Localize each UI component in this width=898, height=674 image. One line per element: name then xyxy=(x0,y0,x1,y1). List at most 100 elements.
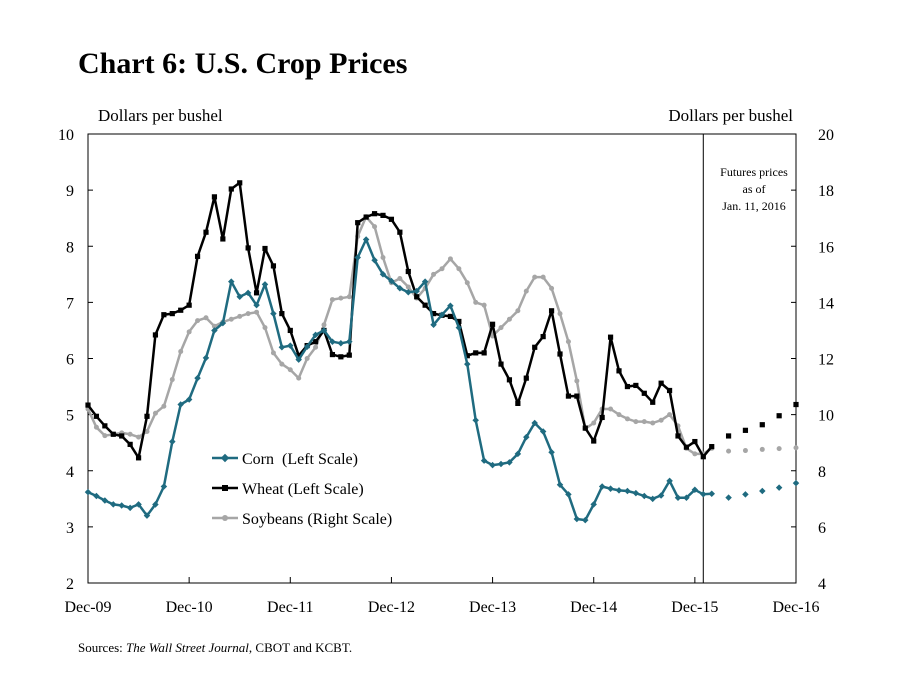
soybeans-futures-point xyxy=(793,445,799,451)
wheat-point xyxy=(464,353,470,359)
right-tick-label: 16 xyxy=(818,239,834,256)
wheat-point xyxy=(624,383,631,390)
wheat-point xyxy=(523,375,529,381)
soybeans-point xyxy=(127,431,133,437)
series-layer xyxy=(84,180,800,524)
soybeans-point xyxy=(203,315,209,321)
soybeans-point xyxy=(692,451,698,457)
futures-note-line-2: as of xyxy=(743,182,766,196)
wheat-point xyxy=(506,377,513,383)
soybeans-point xyxy=(102,433,108,439)
corn-point xyxy=(615,487,623,494)
wheat-point xyxy=(338,354,344,360)
wheat-point xyxy=(102,423,108,429)
corn-point xyxy=(674,494,682,501)
wheat-point xyxy=(388,216,395,222)
soybeans-point xyxy=(405,284,411,290)
soybeans-point xyxy=(616,412,622,418)
wheat-point xyxy=(532,344,538,350)
wheat-point xyxy=(557,351,563,357)
wheat-point xyxy=(355,220,361,226)
wheat-futures-point xyxy=(742,427,749,433)
corn-point xyxy=(405,289,412,296)
wheat-point xyxy=(296,353,302,359)
corn-point xyxy=(700,491,707,498)
corn-point xyxy=(278,343,286,351)
corn-point xyxy=(447,302,454,310)
wheat-point xyxy=(144,413,150,419)
corn-point xyxy=(523,433,530,441)
soybeans-point xyxy=(321,322,327,328)
corn-point xyxy=(480,457,488,464)
wheat-point xyxy=(346,352,352,358)
wheat-point xyxy=(700,454,706,460)
soybeans-point xyxy=(431,271,437,277)
soybeans-line xyxy=(86,215,713,456)
soybeans-point xyxy=(506,316,512,322)
right-tick-label: 20 xyxy=(818,127,834,144)
soybeans-point xyxy=(523,288,529,294)
sources-note: Sources: The Wall Street Journal, CBOT a… xyxy=(78,640,352,655)
corn-futures-point xyxy=(792,479,800,487)
wheat-point xyxy=(152,332,159,338)
soybeans-point xyxy=(641,419,647,425)
corn-futures-point xyxy=(759,487,766,495)
wheat-futures-point xyxy=(725,433,732,439)
corn-point xyxy=(489,461,496,469)
soybeans-point xyxy=(136,434,142,440)
corn-point xyxy=(657,492,665,499)
corn-point xyxy=(472,416,479,424)
wheat-futures-point xyxy=(793,401,799,408)
wheat-point xyxy=(237,180,243,186)
chart-title: Chart 6: U.S. Crop Prices xyxy=(78,47,407,80)
soybeans-point xyxy=(439,266,445,272)
wheat-point xyxy=(422,302,428,308)
right-axis-label: Dollars per bushel xyxy=(668,106,793,125)
corn-point xyxy=(556,481,564,489)
corn-point xyxy=(548,448,555,456)
corn-point xyxy=(514,450,522,458)
wheat-point xyxy=(709,444,715,450)
corn-series xyxy=(84,236,800,524)
left-tick-label: 7 xyxy=(66,295,74,312)
wheat-point xyxy=(683,444,690,450)
wheat-point xyxy=(548,308,555,314)
wheat-point xyxy=(178,307,184,313)
corn-point xyxy=(177,401,184,408)
right-tick-label: 4 xyxy=(818,576,826,593)
corn-point xyxy=(413,287,420,295)
corn-futures-point xyxy=(725,494,732,501)
soybeans-point xyxy=(270,350,276,356)
soybeans-point xyxy=(186,329,192,335)
corn-point xyxy=(641,492,648,500)
x-tick-label: Dec-16 xyxy=(772,599,819,616)
legend-soybeans-marker xyxy=(222,515,228,521)
soybeans-point xyxy=(169,377,175,383)
wheat-point xyxy=(397,229,403,235)
soybeans-point xyxy=(296,375,302,381)
corn-point xyxy=(287,342,294,349)
corn-point xyxy=(506,459,513,466)
corn-point xyxy=(261,281,269,288)
corn-point xyxy=(632,489,640,497)
corn-point xyxy=(455,324,463,331)
corn-point xyxy=(253,301,260,309)
right-tick-label: 6 xyxy=(818,520,826,537)
soybeans-point xyxy=(304,356,310,361)
soybeans-point xyxy=(152,410,158,416)
soybeans-point xyxy=(338,295,344,301)
wheat-point xyxy=(228,186,234,192)
soybeans-point xyxy=(372,224,378,230)
corn-point xyxy=(295,356,302,363)
sources-suffix: , CBOT and KCBT. xyxy=(249,640,352,655)
wheat-point xyxy=(616,368,622,374)
wheat-point xyxy=(666,387,673,394)
wheat-point xyxy=(169,311,175,317)
wheat-point xyxy=(380,212,386,218)
x-tick-label: Dec-15 xyxy=(671,599,718,616)
soybeans-point xyxy=(565,339,571,345)
soybeans-point xyxy=(447,256,453,262)
corn-line xyxy=(87,238,712,522)
corn-point xyxy=(565,491,572,498)
